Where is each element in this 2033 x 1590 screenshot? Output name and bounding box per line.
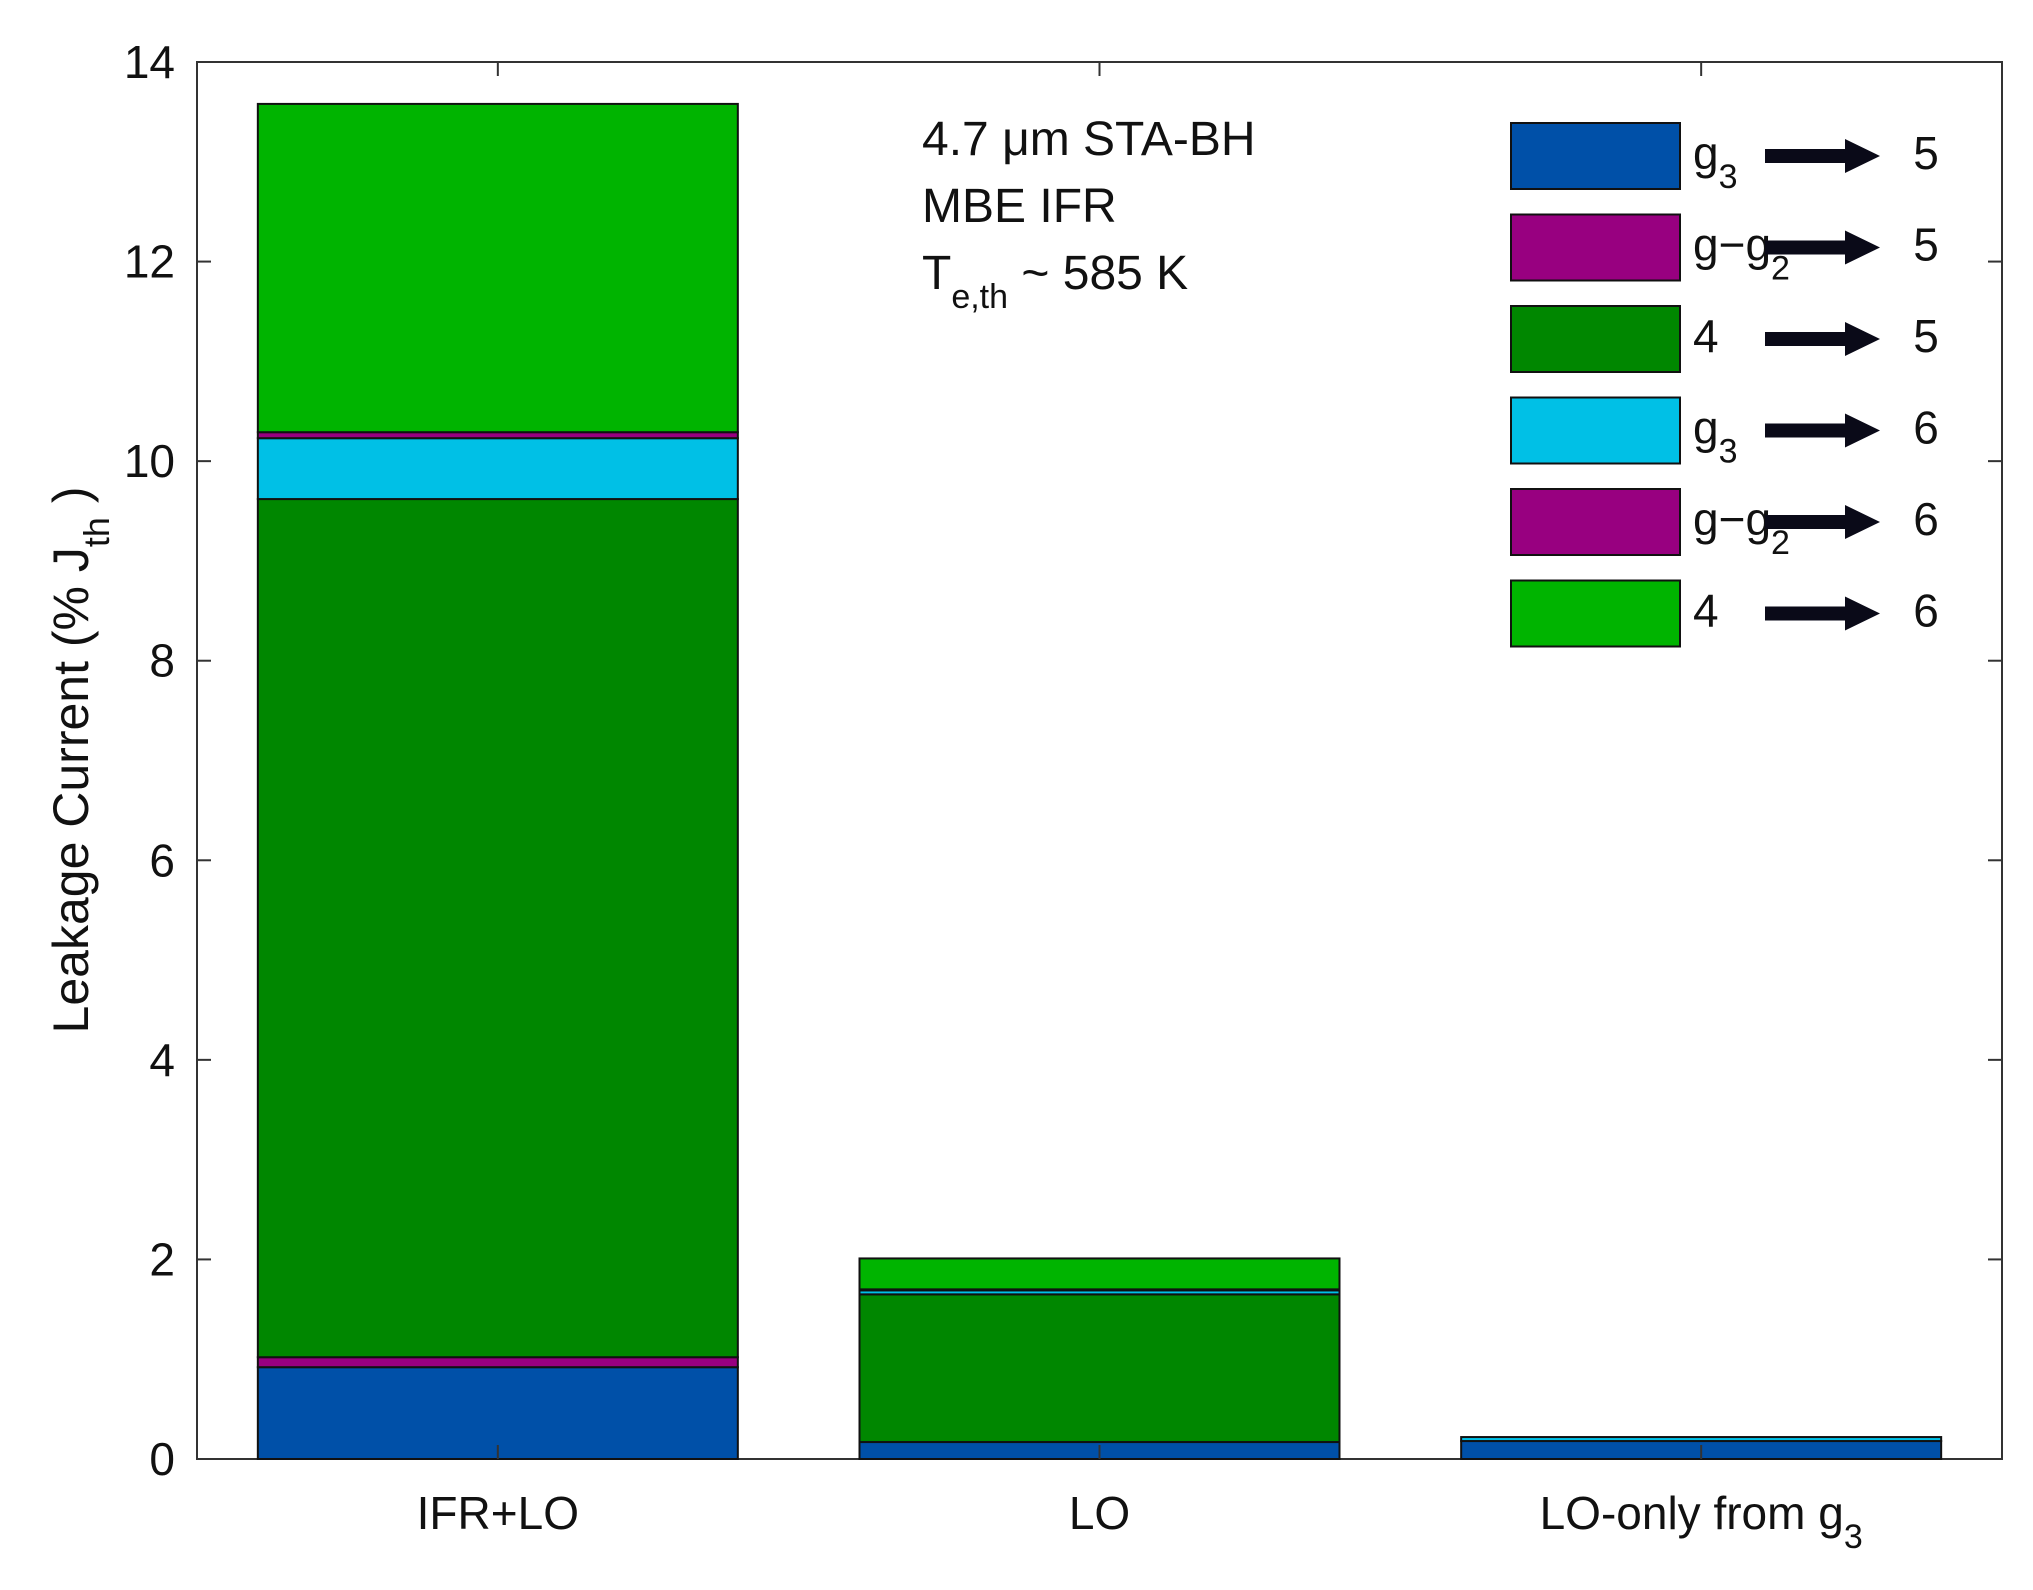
legend-from-main: 4	[1693, 585, 1719, 637]
legend-swatch	[1510, 213, 1681, 282]
annotation-line-2: MBE IFR	[922, 180, 1117, 233]
x-tick-label: IFR+LO	[417, 1487, 579, 1539]
y-axis-label-close: )	[43, 487, 99, 518]
legend-row: g3 5	[1510, 122, 1939, 196]
legend-to: 6	[1913, 585, 1939, 637]
bar-segment	[858, 1257, 1341, 1291]
annotation-line-3-rest: ~ 585 K	[1008, 247, 1188, 300]
y-tick-label: 12	[124, 236, 175, 288]
y-tick-label: 2	[149, 1233, 175, 1285]
arrow-icon	[1765, 413, 1880, 448]
legend-swatch	[1510, 305, 1681, 373]
bar-segment	[1460, 1436, 1943, 1443]
legend-from-sub: 2	[1771, 524, 1790, 562]
legend-row: g−g2 5	[1510, 213, 1939, 288]
legend-to: 5	[1913, 219, 1939, 271]
legend-to: 5	[1913, 127, 1939, 179]
legend-swatch	[1510, 488, 1681, 556]
legend-from-main: g−g	[1693, 219, 1771, 271]
legend-from: g−g2	[1693, 493, 1790, 562]
legend-swatch	[1510, 122, 1681, 190]
bar-group	[256, 102, 1943, 1461]
arrow-icon	[1765, 322, 1880, 356]
arrow-icon	[1765, 505, 1880, 539]
x-tick-label-main: IFR+LO	[417, 1487, 579, 1539]
x-tick-label-main: LO	[1069, 1487, 1130, 1539]
legend-from: g−g2	[1693, 219, 1790, 288]
legend-row: g−g2 6	[1510, 488, 1939, 562]
legend-swatch	[1510, 396, 1681, 465]
y-tick-label: 6	[149, 834, 175, 886]
bar-segment	[256, 498, 739, 1359]
legend-from: 4	[1693, 585, 1719, 637]
legend-from-sub: 3	[1719, 433, 1738, 471]
annotation-line-3-main: T	[922, 247, 951, 300]
legend-from-main: g	[1693, 402, 1719, 454]
legend-from-main: 4	[1693, 310, 1719, 362]
arrow-icon	[1765, 139, 1880, 173]
legend-from-sub: 2	[1771, 250, 1790, 288]
legend-row: g3 6	[1510, 396, 1939, 471]
legend: g3 5g−g2 54 5g3 6g−g2 64 6	[1510, 122, 1939, 648]
legend-from: g3	[1693, 402, 1738, 471]
legend-to: 6	[1913, 402, 1939, 454]
legend-from-main: g−g	[1693, 493, 1771, 545]
x-tick-label: LO	[1069, 1487, 1130, 1539]
x-axis: IFR+LO LO LO-only from g3	[417, 62, 1863, 1556]
y-axis-label-main: Leakage Current (% J	[43, 547, 99, 1033]
legend-from-main: g	[1693, 127, 1719, 179]
annotation-line-3-sub: e,th	[951, 278, 1008, 316]
x-tick-label: LO-only from g3	[1540, 1487, 1863, 1556]
legend-from: 4	[1693, 310, 1719, 362]
annotation: 4.7 μm STA-BH MBE IFR Te,th ~ 585 K	[922, 113, 1256, 316]
bar-segment	[256, 1356, 739, 1369]
bar-segment	[256, 437, 739, 501]
y-axis-label-sub: th	[76, 517, 117, 547]
legend-to: 6	[1913, 493, 1939, 545]
arrow-icon	[1765, 230, 1880, 265]
y-tick-label: 10	[124, 435, 175, 487]
annotation-line-1: 4.7 μm STA-BH	[922, 113, 1256, 166]
y-tick-label: 8	[149, 635, 175, 687]
y-tick-label: 0	[149, 1433, 175, 1485]
bar-segment	[858, 1293, 1341, 1444]
bar-segment	[256, 102, 739, 434]
y-tick-label: 14	[124, 36, 175, 88]
legend-to: 5	[1913, 310, 1939, 362]
y-axis-label: Leakage Current (% Jth )	[43, 487, 117, 1034]
legend-swatch	[1510, 579, 1681, 648]
x-tick-label-main: LO-only from g	[1540, 1487, 1844, 1539]
bar-segment	[256, 1366, 739, 1460]
legend-from-sub: 3	[1719, 158, 1738, 196]
annotation-line-3: Te,th ~ 585 K	[922, 247, 1188, 316]
y-tick-label: 4	[149, 1034, 175, 1086]
arrow-icon	[1765, 596, 1880, 631]
legend-from: g3	[1693, 127, 1738, 196]
x-tick-label-sub: 3	[1844, 1518, 1863, 1556]
